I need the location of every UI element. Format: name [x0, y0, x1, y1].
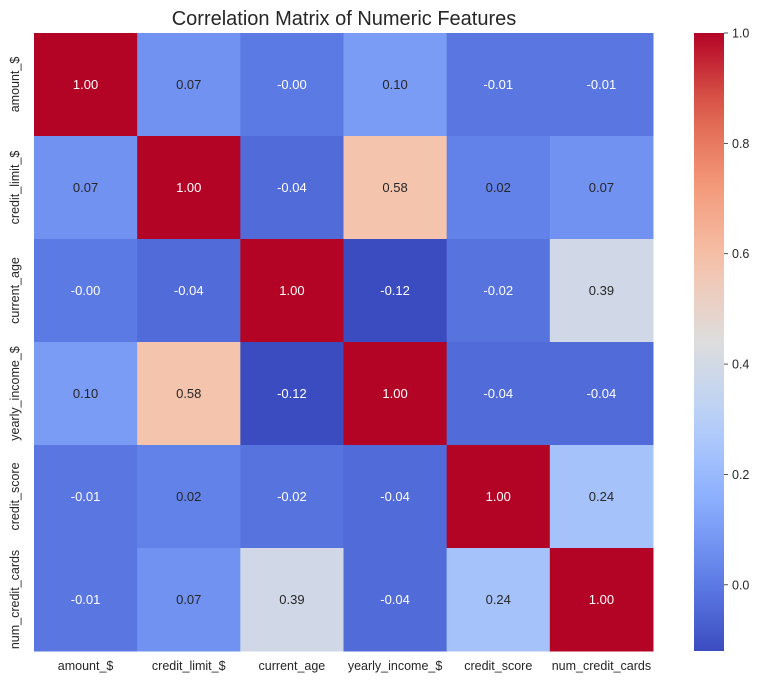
heatmap-cell-r0-c5 — [549, 33, 654, 137]
row-label-current-age: current_age — [8, 257, 22, 324]
col-label-num-credit-cards: num_credit_cards — [552, 659, 651, 673]
cell-value-r4-c0: -0.01 — [71, 489, 101, 504]
col-label-current-age: current_age — [259, 659, 326, 673]
heatmap-cell-r3-c1 — [137, 342, 241, 446]
cell-value-r3-c5: -0.04 — [587, 386, 617, 401]
cell-value-r1-c0: 0.07 — [73, 180, 98, 195]
heatmap-cell-r4-c3 — [343, 445, 448, 549]
cell-value-r5-c1: 0.07 — [176, 592, 201, 607]
heatmap-cell-r2-c0 — [34, 239, 138, 343]
cell-value-r5-c3: -0.04 — [380, 592, 410, 607]
row-label-credit-score: credit_score — [8, 462, 22, 530]
heatmap-cell-r3-c2 — [240, 342, 344, 446]
cell-value-r3-c3: 1.00 — [382, 386, 407, 401]
heatmap-cell-r2-c3 — [343, 239, 448, 343]
cell-value-r2-c5: 0.39 — [589, 283, 614, 298]
cell-value-r4-c1: 0.02 — [176, 489, 201, 504]
row-label-num-credit-cards: num_credit_cards — [8, 550, 22, 649]
chart-title: Correlation Matrix of Numeric Features — [172, 8, 517, 30]
heatmap-cells — [34, 33, 654, 652]
cell-value-r0-c5: -0.01 — [587, 77, 617, 92]
heatmap-cell-r3-c5 — [549, 342, 654, 446]
cell-value-r5-c0: -0.01 — [71, 592, 101, 607]
colorbar — [694, 33, 724, 651]
cell-value-r5-c5: 1.00 — [589, 592, 614, 607]
cell-value-r1-c3: 0.58 — [382, 180, 407, 195]
colorbar-tick-label-2: 0.4 — [732, 358, 749, 372]
heatmap-cell-r0-c3 — [343, 33, 448, 137]
col-label-credit-limit: credit_limit_$ — [152, 659, 226, 673]
cell-value-r0-c4: -0.01 — [483, 77, 513, 92]
heatmap-cell-r0-c1 — [137, 33, 241, 137]
col-label-yearly-income: yearly_income_$ — [348, 659, 443, 673]
heatmap-cell-r0-c2 — [240, 33, 344, 137]
cell-value-r2-c2: 1.00 — [279, 283, 304, 298]
row-label-amount: amount_$ — [8, 57, 22, 113]
colorbar-tick-label-3: 0.6 — [732, 247, 749, 261]
cell-value-r1-c1: 1.00 — [176, 180, 201, 195]
colorbar-tick-label-5: 1.0 — [732, 27, 749, 41]
heatmap-cell-r4-c1 — [137, 445, 241, 549]
cell-value-r2-c1: -0.04 — [174, 283, 204, 298]
heatmap-cell-r1-c5 — [549, 136, 654, 240]
heatmap-cell-r2-c2 — [240, 239, 344, 343]
heatmap-cell-r2-c5 — [549, 239, 654, 343]
heatmap-cell-r1-c1 — [137, 136, 241, 240]
heatmap-cell-r4-c4 — [446, 445, 551, 549]
cell-value-r4-c4: 1.00 — [486, 489, 511, 504]
heatmap-cell-r1-c0 — [34, 136, 138, 240]
heatmap-cell-r1-c3 — [343, 136, 448, 240]
colorbar-ticks: 0.0 0.2 0.4 0.6 0.8 1.0 — [724, 27, 749, 592]
cell-value-r5-c2: 0.39 — [279, 592, 304, 607]
cell-value-r2-c3: -0.12 — [380, 283, 410, 298]
cell-value-r4-c5: 0.24 — [589, 489, 614, 504]
row-label-credit-limit: credit_limit_$ — [8, 151, 22, 225]
heatmap-cell-r5-c3 — [343, 548, 448, 652]
heatmap-cell-r4-c0 — [34, 445, 138, 549]
row-label-yearly-income: yearly_income_$ — [8, 346, 22, 441]
heatmap-cell-r2-c1 — [137, 239, 241, 343]
heatmap-cell-r5-c2 — [240, 548, 344, 652]
heatmap-cell-r0-c4 — [446, 33, 551, 137]
heatmap-cell-r4-c5 — [549, 445, 654, 549]
heatmap-cell-r5-c1 — [137, 548, 241, 652]
cell-value-r1-c4: 0.02 — [486, 180, 511, 195]
heatmap-cell-r1-c2 — [240, 136, 344, 240]
col-label-credit-score: credit_score — [464, 659, 532, 673]
cell-value-r3-c4: -0.04 — [483, 386, 513, 401]
cell-value-r0-c1: 0.07 — [176, 77, 201, 92]
heatmap-cell-r3-c4 — [446, 342, 551, 446]
cell-value-r0-c2: -0.00 — [277, 77, 307, 92]
cell-value-r3-c1: 0.58 — [176, 386, 201, 401]
colorbar-tick-label-4: 0.8 — [732, 137, 749, 151]
heatmap-cell-r1-c4 — [446, 136, 551, 240]
row-labels: amount_$ credit_limit_$ current_age yearly_… — [8, 57, 22, 650]
cell-value-r3-c2: -0.12 — [277, 386, 307, 401]
heatmap-cell-r5-c0 — [34, 548, 138, 652]
heatmap-cell-r3-c0 — [34, 342, 138, 446]
heatmap-cell-r2-c4 — [446, 239, 551, 343]
colorbar-tick-label-0: 0.0 — [732, 578, 749, 592]
heatmap-cell-r3-c3 — [343, 342, 448, 446]
cell-value-r1-c2: -0.04 — [277, 180, 307, 195]
heatmap-cell-r4-c2 — [240, 445, 344, 549]
cell-value-r1-c5: 0.07 — [589, 180, 614, 195]
cell-value-r0-c0: 1.00 — [73, 77, 98, 92]
col-label-amount: amount_$ — [58, 659, 114, 673]
cell-value-r4-c3: -0.04 — [380, 489, 410, 504]
heatmap-cell-r5-c4 — [446, 548, 551, 652]
heatmap-cell-r5-c5 — [549, 548, 654, 652]
heatmap-cell-r0-c0 — [34, 33, 138, 137]
cell-value-r4-c2: -0.02 — [277, 489, 307, 504]
cell-value-r3-c0: 0.10 — [73, 386, 98, 401]
cell-value-r2-c0: -0.00 — [71, 283, 101, 298]
cell-value-r5-c4: 0.24 — [486, 592, 511, 607]
cell-annotations: 1.00 0.07 -0.00 0.10 -0.01 -0.01 0.07 1.00 -0.04… — [71, 77, 616, 607]
colorbar-tick-label-1: 0.2 — [732, 468, 749, 482]
cell-value-r2-c4: -0.02 — [483, 283, 513, 298]
cell-value-r0-c3: 0.10 — [382, 77, 407, 92]
column-labels: amount_$ credit_limit_$ current_age yearly_… — [58, 659, 651, 673]
